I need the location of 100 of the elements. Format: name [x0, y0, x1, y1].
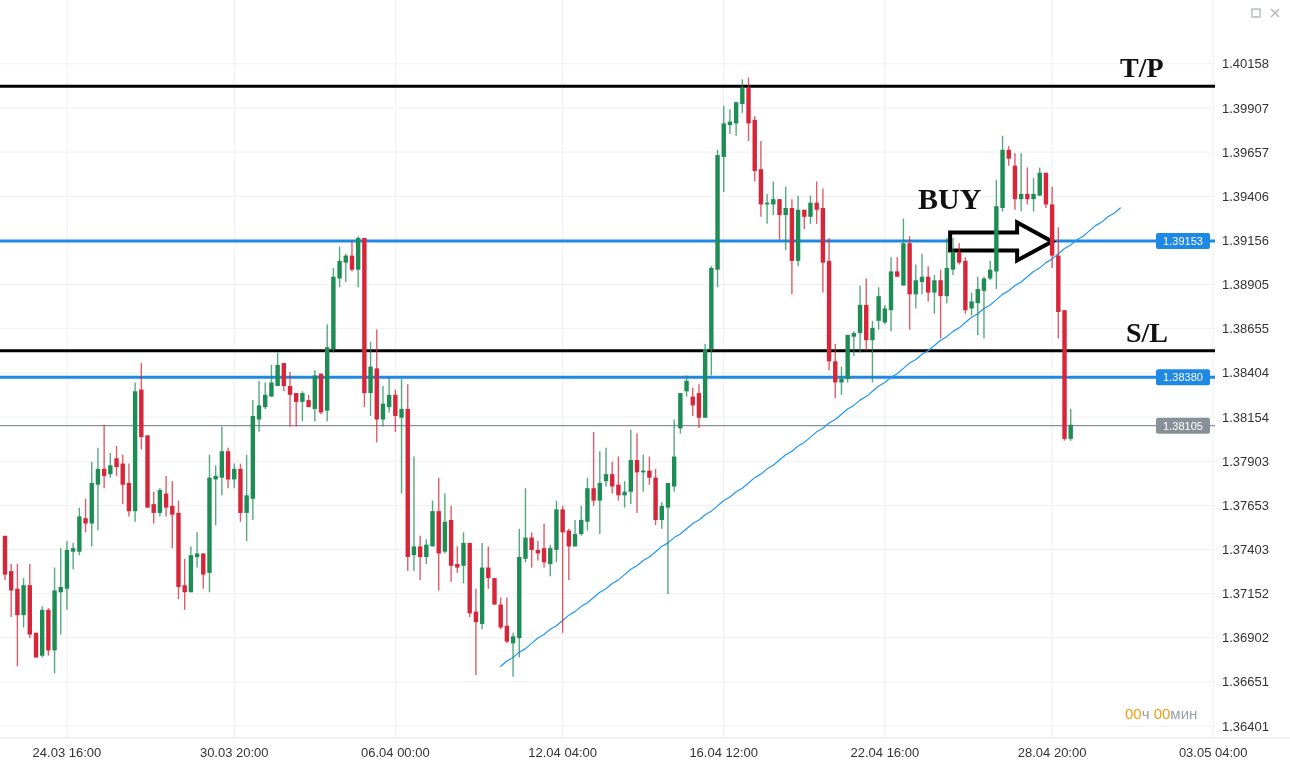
candlestick: [851, 330, 857, 357]
candlestick: [783, 186, 788, 251]
candlestick: [913, 263, 919, 310]
candlestick: [510, 632, 516, 678]
candlestick: [349, 240, 355, 273]
candlestick: [684, 374, 689, 398]
candlestick: [808, 194, 813, 225]
ref-line-label: 1.38105: [1163, 419, 1203, 432]
y-tick-label: 1.37653: [1222, 497, 1269, 513]
candlestick: [1006, 145, 1011, 167]
x-tick-label: 06.04 00:00: [361, 744, 430, 760]
candlestick: [287, 371, 293, 428]
candlestick: [1037, 166, 1042, 197]
candlestick: [523, 487, 528, 563]
candlestick: [981, 276, 987, 340]
y-tick-label: 1.37152: [1222, 586, 1269, 602]
candlestick: [833, 343, 838, 400]
candlestick: [882, 304, 888, 326]
candlestick: [101, 424, 107, 489]
candlestick: [417, 535, 423, 581]
annotation: T/P: [1120, 52, 1164, 84]
candlestick: [932, 274, 937, 315]
candlestick: [163, 475, 169, 518]
candlestick: [114, 445, 119, 477]
candlestick: [504, 596, 510, 645]
candlestick: [393, 388, 398, 433]
y-tick-label: 1.38154: [1222, 409, 1269, 425]
y-tick-label: 1.39156: [1222, 232, 1269, 248]
x-tick-label: 28.04 20:00: [1017, 744, 1087, 760]
ref-line-label: 1.39153: [1163, 234, 1203, 247]
candlestick: [256, 380, 262, 433]
y-tick-label: 1.38655: [1222, 321, 1269, 337]
annotation: 00ч 00мин: [1125, 705, 1198, 722]
x-tick-label: 16.04 12:00: [689, 744, 759, 760]
annotation: BUY: [918, 182, 982, 216]
candlestick: [498, 596, 503, 630]
candlestick: [455, 545, 460, 574]
candlestick: [597, 450, 603, 535]
y-tick-label: 1.39406: [1222, 188, 1269, 204]
candlestick: [1031, 177, 1036, 213]
candlestick: [659, 501, 664, 530]
candlestick: [157, 487, 163, 518]
candlestick: [399, 378, 404, 495]
candlestick: [294, 392, 299, 428]
candlestick: [541, 522, 547, 569]
y-tick-label: 1.37903: [1222, 453, 1269, 469]
candlestick: [975, 276, 980, 336]
candlestick: [938, 268, 943, 340]
candlestick: [926, 265, 931, 303]
candlestick: [1025, 166, 1030, 206]
ref-line-label: 1.38380: [1163, 371, 1203, 384]
candlestick: [281, 362, 287, 392]
y-tick-label: 1.36902: [1222, 630, 1269, 646]
candlestick: [895, 256, 900, 278]
candlestick: [560, 505, 565, 634]
candlestick: [194, 531, 200, 569]
candlestick: [151, 491, 156, 525]
candlestick: [814, 180, 819, 225]
y-tick-label: 1.39657: [1222, 144, 1269, 160]
candlestick: [70, 542, 76, 571]
candlestick: [839, 365, 844, 396]
candlestick: [343, 253, 348, 283]
x-tick-label: 12.04 04:00: [528, 744, 597, 760]
x-tick-label: 24.03 16:00: [32, 744, 102, 760]
candlestick: [461, 531, 466, 585]
candlestick: [733, 101, 739, 137]
candlestick: [83, 498, 88, 533]
candlestick: [777, 198, 782, 241]
candlestick: [411, 455, 417, 572]
candlestick: [300, 390, 305, 422]
candlestick: [1068, 408, 1073, 442]
annotation: S/L: [1126, 316, 1169, 348]
candlestick: [529, 531, 534, 569]
candlestick: [170, 480, 175, 549]
candlestick: [603, 447, 609, 488]
line-series: [500, 207, 1121, 667]
candlestick: [870, 320, 875, 384]
candlestick: [244, 454, 249, 542]
x-tick-label: 22.04 16:00: [850, 744, 920, 760]
candlestick: [647, 455, 652, 486]
candlestick: [108, 452, 113, 479]
y-tick-label: 1.37403: [1222, 541, 1269, 557]
candlestick: [956, 242, 962, 266]
candlestick: [616, 455, 621, 502]
y-tick-label: 1.36401: [1222, 718, 1269, 734]
candlestick: [579, 505, 584, 537]
candlestick: [548, 543, 553, 578]
y-tick-label: 1.40158: [1222, 56, 1269, 72]
candlestick: [591, 431, 596, 507]
y-tick-label: 1.38905: [1222, 277, 1269, 293]
candlestick: [771, 180, 776, 216]
x-tick-label: 30.03 20:00: [199, 744, 269, 760]
candlestick: [950, 237, 956, 276]
candlestick: [740, 78, 745, 114]
candlestick: [969, 291, 974, 317]
y-tick-label: 1.39907: [1222, 100, 1269, 116]
candlestick: [120, 454, 125, 505]
y-tick-label: 1.36651: [1222, 674, 1269, 690]
y-tick-label: 1.38404: [1222, 365, 1269, 381]
candlestick: [201, 552, 206, 590]
